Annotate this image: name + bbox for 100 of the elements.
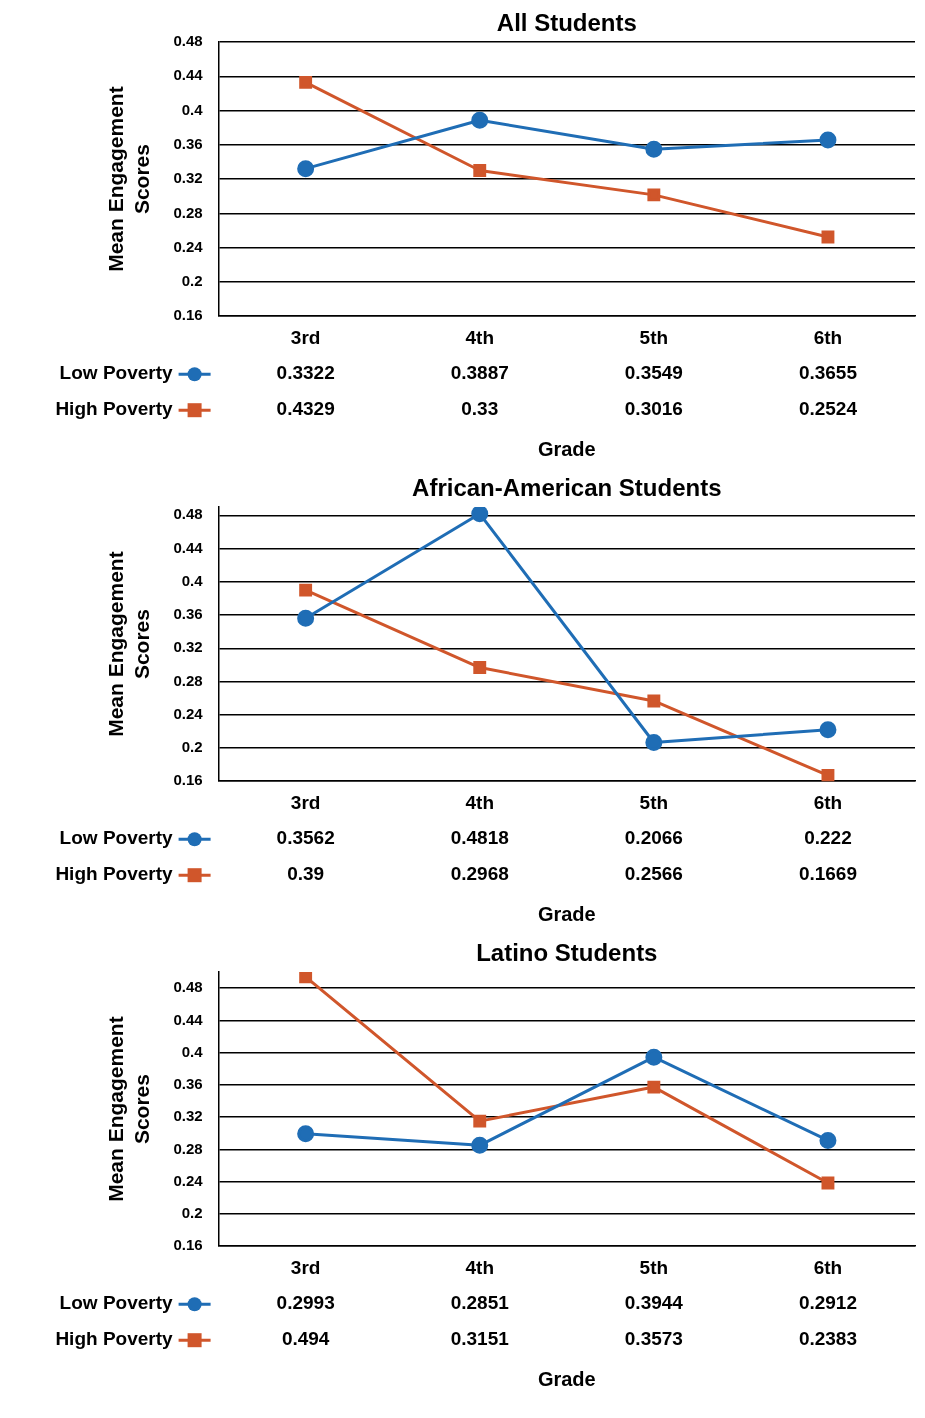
data-label: 0.33	[461, 398, 499, 420]
y-tick-label: 0.32	[173, 638, 203, 656]
point	[471, 507, 489, 523]
data-label: 0.2968	[450, 863, 509, 885]
point	[819, 1131, 837, 1149]
y-tick-label: 0.32	[173, 1107, 203, 1125]
y-axis-title: Mean Engagement Scores	[104, 551, 153, 737]
data-label: 0.3322	[276, 362, 335, 384]
y-tick-label: 0.28	[173, 1139, 203, 1157]
data-label: 0.39	[287, 863, 325, 885]
y-tick-label: 0.4	[181, 100, 204, 118]
y-tick-label: 0.48	[173, 32, 203, 50]
point	[821, 230, 835, 244]
data-label: 0.3655	[798, 362, 858, 384]
y-tick-label: 0.2	[181, 272, 203, 290]
point	[471, 1136, 489, 1154]
x-tick-label: 6th	[813, 791, 843, 813]
y-tick-label: 0.36	[173, 134, 203, 152]
point	[299, 583, 313, 597]
y-tick-label: 0.36	[173, 1075, 203, 1093]
data-label: 0.3549	[624, 362, 683, 384]
legend-label: High Poverty	[55, 398, 174, 420]
y-tick-label: 0.4	[181, 571, 204, 589]
point	[647, 1080, 661, 1094]
legend-label: High Poverty	[55, 863, 174, 885]
x-tick-label: 4th	[465, 1256, 494, 1278]
y-tick-label: 0.48	[173, 505, 203, 523]
y-tick-label: 0.16	[173, 1236, 203, 1254]
x-tick-label: 3rd	[290, 326, 321, 348]
data-label: 0.2066	[624, 827, 683, 849]
x-tick-label: 6th	[813, 326, 843, 348]
point	[819, 131, 837, 149]
legend-label: High Poverty	[55, 1328, 174, 1350]
point	[645, 733, 663, 751]
point	[299, 75, 313, 89]
y-tick-label: 0.32	[173, 169, 203, 187]
data-label: 0.3944	[624, 1292, 684, 1314]
point	[471, 111, 489, 129]
y-tick-label: 0.48	[173, 978, 203, 996]
data-label: 0.2912	[798, 1292, 858, 1314]
data-label: 0.2524	[798, 398, 858, 420]
data-label: 0.2993	[276, 1292, 335, 1314]
y-tick-label: 0.44	[173, 538, 204, 556]
point	[647, 188, 661, 202]
y-axis-title: Mean Engagement Scores	[104, 1016, 153, 1202]
data-label: 0.3151	[450, 1328, 510, 1350]
point	[821, 769, 835, 782]
x-axis-title: Grade	[537, 437, 596, 460]
point	[473, 661, 487, 674]
point	[473, 1114, 487, 1128]
y-tick-label: 0.36	[173, 605, 203, 623]
point	[647, 694, 661, 708]
x-tick-label: 6th	[813, 1256, 843, 1278]
data-label: 0.3562	[276, 827, 335, 849]
data-label: 0.494	[281, 1328, 330, 1350]
data-label: 0.222	[804, 827, 852, 849]
x-tick-label: 3rd	[290, 791, 321, 813]
y-tick-label: 0.44	[173, 1010, 204, 1028]
point	[819, 721, 837, 739]
y-axis-title: Mean Engagement Scores	[104, 86, 153, 272]
point	[645, 140, 663, 158]
data-label: 0.1669	[798, 863, 858, 885]
legend-label: Low Poverty	[59, 1292, 174, 1314]
y-tick-label: 0.24	[173, 1171, 204, 1189]
point	[645, 1048, 663, 1066]
x-tick-label: 5th	[639, 326, 669, 348]
point	[473, 164, 487, 177]
point	[297, 160, 315, 178]
y-tick-label: 0.24	[173, 704, 204, 722]
x-axis-title: Grade	[537, 902, 596, 925]
y-tick-label: 0.24	[173, 237, 204, 255]
chart-title: Latino Students	[476, 938, 658, 966]
data-label: 0.3573	[624, 1328, 683, 1350]
chart-title: All Students	[496, 8, 637, 36]
data-label: 0.2566	[624, 863, 683, 885]
point	[297, 1125, 315, 1143]
data-label: 0.4329	[276, 398, 335, 420]
point	[299, 972, 313, 984]
x-tick-label: 4th	[465, 326, 494, 348]
legend-label: Low Poverty	[59, 362, 174, 384]
y-tick-label: 0.4	[181, 1042, 204, 1060]
chart-title: African-American Students	[412, 473, 722, 501]
data-label: 0.2383	[798, 1328, 858, 1350]
point	[297, 609, 315, 627]
y-tick-label: 0.2	[181, 738, 203, 756]
y-tick-label: 0.16	[173, 771, 203, 789]
y-tick-label: 0.28	[173, 671, 203, 689]
point	[821, 1176, 835, 1190]
data-label: 0.2851	[450, 1292, 510, 1314]
data-label: 0.3016	[624, 398, 683, 420]
y-tick-label: 0.44	[173, 66, 204, 84]
x-tick-label: 4th	[465, 791, 494, 813]
y-tick-label: 0.16	[173, 306, 203, 324]
legend-label: Low Poverty	[59, 827, 174, 849]
x-tick-label: 3rd	[290, 1256, 321, 1278]
x-tick-label: 5th	[639, 791, 669, 813]
x-tick-label: 5th	[639, 1256, 669, 1278]
x-axis-title: Grade	[537, 1367, 596, 1390]
y-tick-label: 0.28	[173, 203, 203, 221]
data-label: 0.3887	[450, 362, 509, 384]
